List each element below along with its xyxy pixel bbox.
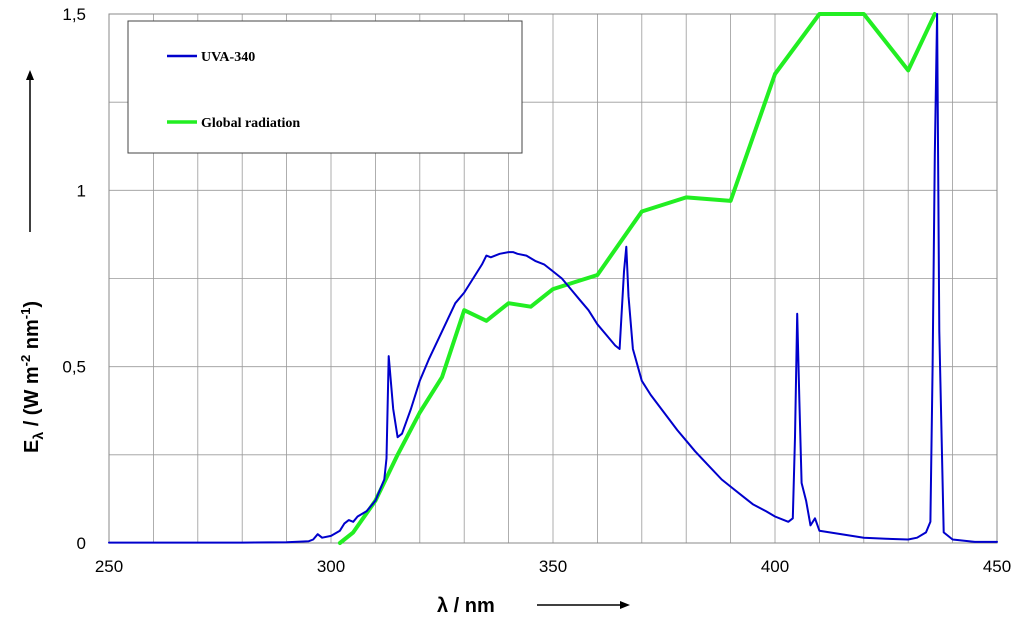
- x-tick-label: 450: [983, 557, 1011, 576]
- series-layer: [108, 12, 998, 545]
- y-axis-title: Eλ / (W m-2 nm-1): [18, 301, 46, 453]
- x-axis-arrowhead-icon: [620, 601, 630, 609]
- x-tick-label: 300: [317, 557, 345, 576]
- plot-frame: [108, 13, 998, 544]
- y-tick-label: 1,5: [62, 5, 86, 24]
- series-line-global-radiation: [337, 12, 937, 545]
- x-axis-title: λ / nm: [437, 595, 495, 617]
- legend-label-global-radiation: Global radiation: [201, 116, 300, 131]
- legend: UVA-340 Global radiation: [127, 20, 523, 154]
- series-line-uva-340: [108, 13, 998, 544]
- y-tick-label: 0,5: [62, 358, 86, 377]
- legend-box: [127, 20, 523, 154]
- tick-labels: 250 300 350 400 450 0 0,5 1 1,5: [62, 5, 1011, 576]
- y-axis-arrowhead-icon: [26, 70, 34, 80]
- x-tick-label: 400: [761, 557, 789, 576]
- x-axis-title-group: λ / nm: [437, 595, 630, 617]
- y-tick-label: 1: [77, 181, 86, 200]
- y-axis-title-group: Eλ / (W m-2 nm-1): [18, 301, 46, 453]
- x-tick-label: 250: [95, 557, 123, 576]
- x-tick-label: 350: [539, 557, 567, 576]
- y-tick-label: 0: [77, 534, 86, 553]
- legend-label-uva-340: UVA-340: [201, 50, 255, 65]
